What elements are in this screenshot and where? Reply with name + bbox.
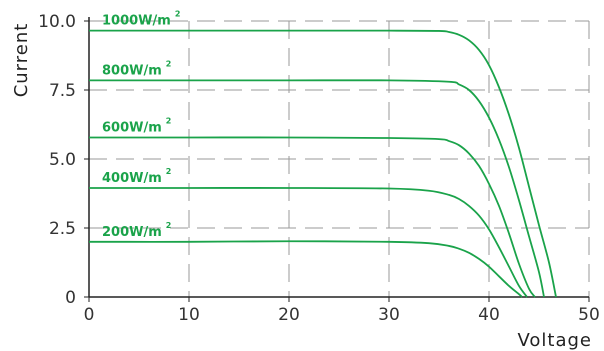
series-label: 400W/m bbox=[102, 171, 162, 186]
y-tick-label: 0 bbox=[65, 288, 76, 308]
grid bbox=[89, 20, 590, 297]
x-tick-label: 0 bbox=[84, 305, 95, 325]
x-tick-label: 30 bbox=[378, 305, 400, 325]
series-line bbox=[88, 240, 523, 298]
axes bbox=[84, 17, 590, 302]
series-line bbox=[89, 79, 545, 298]
series-line bbox=[89, 29, 557, 298]
x-tick-label: 10 bbox=[178, 305, 200, 325]
series-label-superscript: 2 bbox=[166, 167, 172, 176]
series-label: 1000W/m bbox=[102, 14, 171, 29]
series-label-superscript: 2 bbox=[166, 116, 172, 125]
series-label-superscript: 2 bbox=[166, 221, 172, 230]
series-label: 800W/m bbox=[102, 63, 162, 78]
y-tick-label: 10.0 bbox=[38, 12, 76, 32]
x-tick-label: 20 bbox=[278, 305, 300, 325]
y-tick-label: 7.5 bbox=[49, 81, 76, 101]
series-label: 600W/m bbox=[102, 120, 162, 135]
series-label: 200W/m bbox=[102, 225, 162, 240]
x-tick-labels: 0 10 20 30 40 50 bbox=[84, 305, 600, 325]
series-labels: 1000W/m 2 800W/m 2 600W/m 2 400W/m 2 200W/m 2 bbox=[102, 10, 180, 240]
y-tick-label: 2.5 bbox=[49, 219, 76, 239]
y-axis-title: Current bbox=[11, 23, 32, 98]
series-label-superscript: 2 bbox=[166, 59, 172, 68]
series-line bbox=[89, 187, 528, 298]
series-line bbox=[89, 136, 536, 298]
y-tick-label: 5.0 bbox=[49, 150, 76, 170]
x-axis-title: Voltage bbox=[517, 330, 592, 351]
series-label-superscript: 2 bbox=[175, 10, 181, 19]
y-tick-labels: 0 2.5 5.0 7.5 10.0 bbox=[38, 12, 76, 308]
series-lines bbox=[88, 29, 557, 298]
x-tick-label: 40 bbox=[478, 305, 500, 325]
x-tick-label: 50 bbox=[578, 305, 600, 325]
